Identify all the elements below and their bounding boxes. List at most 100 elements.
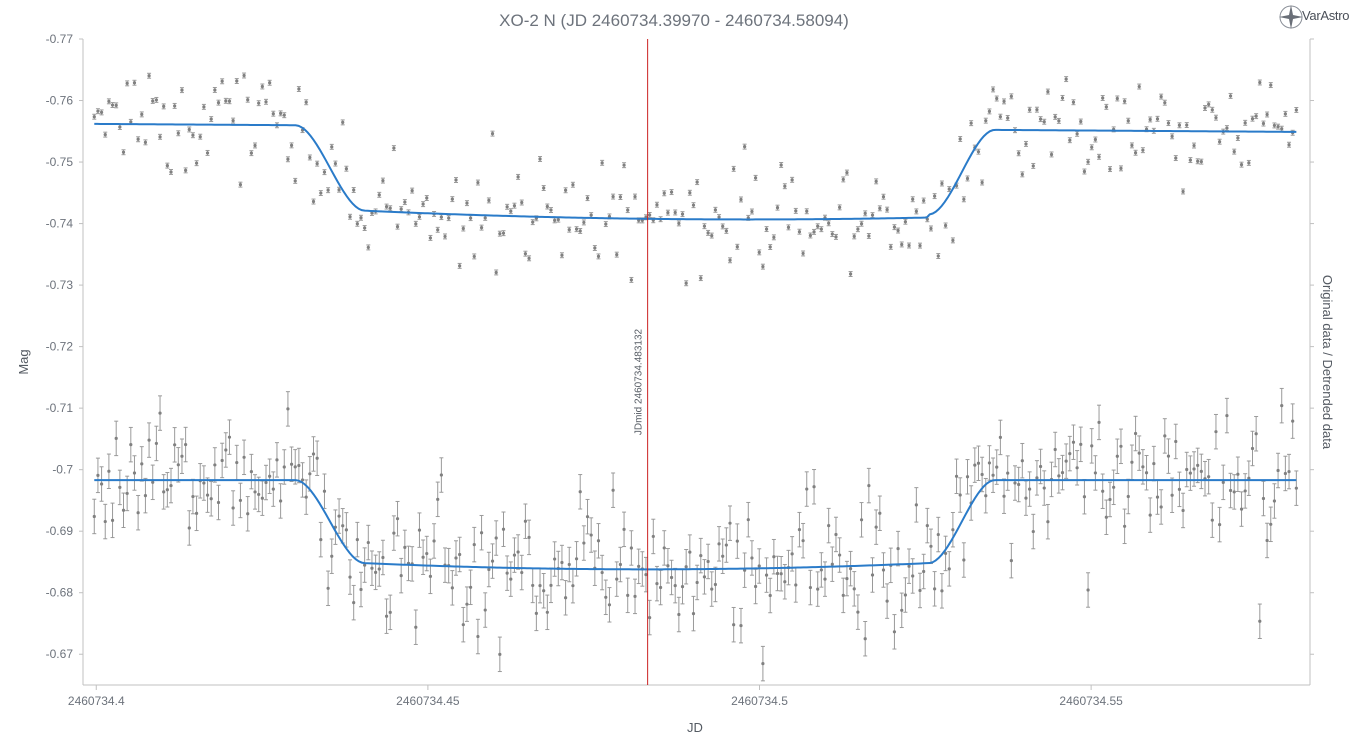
data-point (790, 178, 794, 182)
data-point (1038, 464, 1043, 469)
data-point (527, 256, 531, 260)
data-point (1031, 529, 1035, 534)
data-point (154, 441, 158, 446)
data-point (337, 188, 341, 192)
data-point (1276, 125, 1280, 129)
data-point (472, 254, 476, 259)
data-point (724, 229, 728, 233)
data-point (1287, 143, 1291, 147)
data-point (984, 494, 988, 498)
data-point (432, 539, 436, 543)
data-point (1064, 77, 1068, 81)
data-point (582, 541, 586, 545)
data-point (1294, 486, 1298, 490)
data-point (315, 456, 319, 460)
data-point (1104, 105, 1108, 109)
data-point (1218, 140, 1222, 144)
data-point (578, 490, 582, 494)
data-point (1079, 442, 1083, 446)
data-point (1247, 476, 1251, 480)
data-point (439, 215, 443, 219)
data-point (169, 483, 173, 488)
data-point (220, 79, 224, 83)
data-point (352, 188, 356, 192)
data-point (856, 227, 860, 231)
data-point (881, 195, 886, 199)
data-point (644, 573, 648, 577)
data-point (1199, 469, 1203, 473)
data-point (830, 232, 834, 236)
varastro-logo[interactable]: VarAstro (1278, 4, 1360, 30)
data-point (132, 471, 137, 475)
data-point (107, 99, 111, 103)
data-point (702, 224, 707, 228)
data-point (194, 511, 199, 515)
data-point (589, 213, 593, 217)
data-point (750, 556, 754, 560)
data-point (856, 610, 860, 614)
data-point (289, 143, 294, 147)
data-point (205, 493, 210, 497)
data-point (783, 184, 787, 188)
data-point (1174, 439, 1178, 444)
data-point (607, 603, 612, 607)
data-point (531, 583, 535, 588)
data-point (786, 225, 791, 229)
data-point (1207, 102, 1211, 106)
data-point (1097, 420, 1101, 425)
data-point (830, 562, 834, 566)
data-point (341, 120, 345, 124)
data-point (816, 224, 820, 228)
data-point (578, 229, 582, 233)
data-point (224, 448, 228, 452)
data-point (344, 167, 348, 171)
data-point (1108, 497, 1112, 502)
data-point (772, 235, 776, 239)
data-point (739, 197, 743, 202)
fit-curve-2 (94, 479, 1297, 571)
chart-title: XO-2 N (JD 2460734.39970 - 2460734.58094… (499, 11, 849, 30)
data-point (607, 214, 612, 219)
data-point (1287, 469, 1291, 474)
data-point (1101, 489, 1105, 493)
data-point (783, 580, 787, 584)
data-point (322, 170, 327, 174)
data-point (293, 179, 297, 183)
data-point (246, 98, 250, 102)
data-point (542, 186, 546, 190)
data-point (834, 235, 838, 239)
data-point (922, 198, 926, 203)
data-point (1283, 471, 1287, 476)
data-point (615, 253, 619, 257)
axes-frame (82, 39, 1311, 686)
data-point (958, 137, 962, 141)
data-point (1060, 96, 1065, 100)
data-point (501, 527, 506, 531)
data-point (958, 493, 962, 497)
data-point (889, 245, 893, 249)
data-point (1236, 136, 1240, 140)
data-point (998, 435, 1002, 440)
data-point (184, 442, 188, 447)
data-point (399, 574, 403, 578)
data-point (1152, 461, 1156, 466)
data-point (673, 584, 677, 588)
data-point (764, 227, 769, 231)
data-point (1053, 447, 1057, 452)
data-point (677, 221, 681, 225)
data-point (1009, 559, 1013, 563)
data-point (1218, 523, 1222, 527)
data-point (560, 253, 564, 257)
data-point (779, 163, 783, 167)
data-point (549, 208, 553, 212)
jdmid-label: JDmid 2460734.483132 (634, 328, 645, 435)
data-point (680, 585, 685, 589)
data-point (1159, 95, 1163, 99)
data-point (1232, 490, 1236, 494)
data-point (1006, 471, 1010, 475)
data-point (717, 542, 721, 546)
data-point (465, 201, 469, 205)
y-tick-label: -0.77 (46, 32, 74, 46)
data-point (538, 584, 542, 588)
y-tick-label: -0.7 (52, 463, 73, 477)
